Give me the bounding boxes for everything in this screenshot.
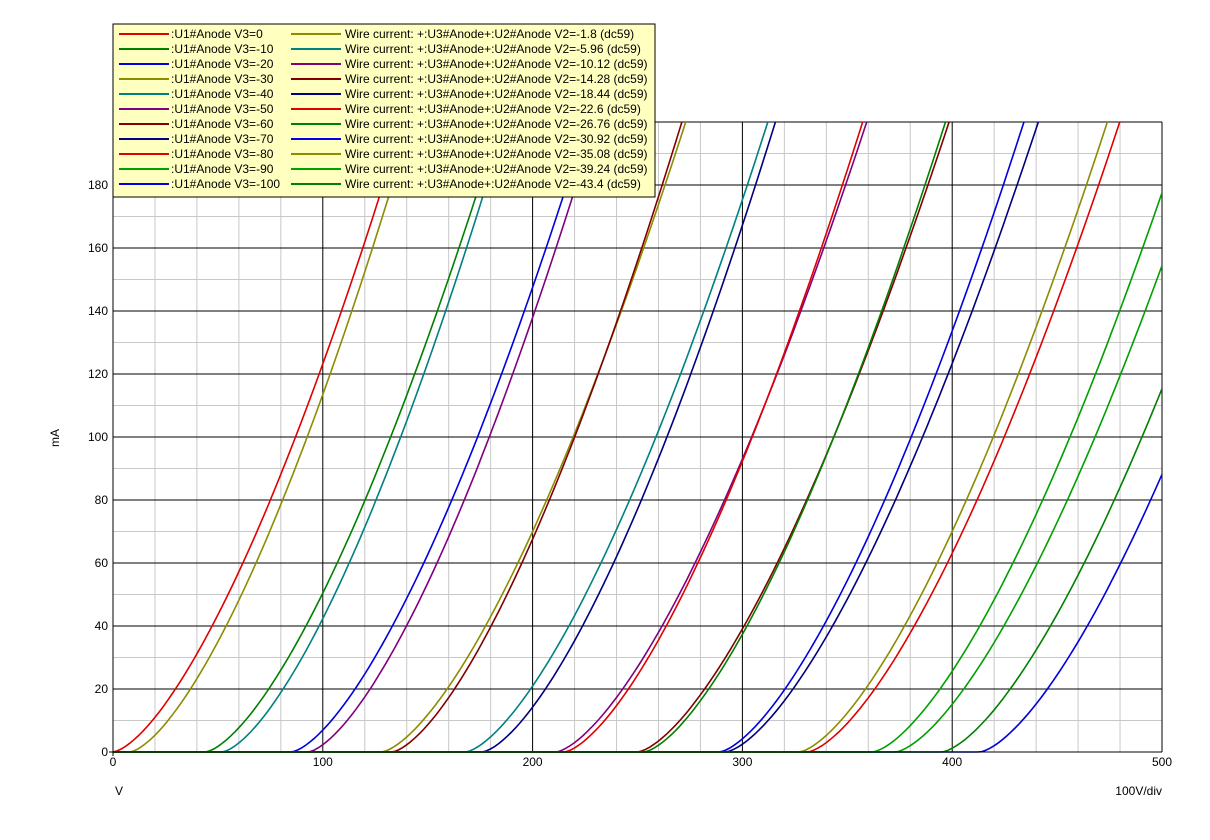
x-tick-label: 400 — [942, 755, 962, 769]
legend-entry: Wire current: +:U3#Anode+:U2#Anode V2=-1… — [345, 72, 648, 86]
y-tick-label: 0 — [101, 745, 108, 759]
legend-entry: :U1#Anode V3=-40 — [171, 87, 274, 101]
legend-entry: Wire current: +:U3#Anode+:U2#Anode V2=-3… — [345, 147, 648, 161]
x-tick-label: 200 — [523, 755, 543, 769]
legend-entry: :U1#Anode V3=-100 — [171, 177, 280, 191]
series-curve — [113, 122, 413, 753]
legend-entry: :U1#Anode V3=-10 — [171, 42, 274, 56]
y-tick-label: 20 — [95, 682, 109, 696]
legend-entry: :U1#Anode V3=-90 — [171, 162, 274, 176]
y-tick-label: 100 — [88, 430, 108, 444]
y-tick-label: 160 — [88, 241, 108, 255]
legend-entry: Wire current: +:U3#Anode+:U2#Anode V2=-5… — [345, 42, 641, 56]
y-axis-label: mA — [48, 429, 62, 447]
plot-axes — [109, 122, 1162, 756]
legend-entry: Wire current: +:U3#Anode+:U2#Anode V2=-1… — [345, 57, 648, 71]
legend-entry: :U1#Anode V3=-60 — [171, 117, 274, 131]
x-tick-label: 500 — [1152, 755, 1172, 769]
legend-entry: :U1#Anode V3=-50 — [171, 102, 274, 116]
x-tick-labels: 0 100 200 300 400 500 — [110, 755, 1173, 769]
legend-entry: Wire current: +:U3#Anode+:U2#Anode V2=-1… — [345, 27, 634, 41]
legend-entry: :U1#Anode V3=0 — [171, 27, 263, 41]
legend-entry: :U1#Anode V3=-30 — [171, 72, 274, 86]
legend-entry: :U1#Anode V3=-70 — [171, 132, 274, 146]
x-tick-label: 300 — [732, 755, 752, 769]
y-tick-label: 40 — [95, 619, 109, 633]
legend-entry: Wire current: +:U3#Anode+:U2#Anode V2=-1… — [345, 87, 648, 101]
series-curve — [113, 122, 404, 753]
legend-entry: Wire current: +:U3#Anode+:U2#Anode V2=-2… — [345, 117, 648, 131]
legend-entry: Wire current: +:U3#Anode+:U2#Anode V2=-4… — [345, 177, 641, 191]
x-axis-label: V — [115, 784, 123, 798]
chart-legend: :U1#Anode V3=0:U1#Anode V3=-10:U1#Anode … — [112, 23, 656, 198]
legend-entry: :U1#Anode V3=-80 — [171, 147, 274, 161]
series-curve — [113, 474, 1162, 753]
legend-entry: Wire current: +:U3#Anode+:U2#Anode V2=-3… — [345, 162, 648, 176]
y-tick-label: 80 — [95, 493, 109, 507]
y-tick-label: 60 — [95, 556, 109, 570]
y-tick-label: 180 — [88, 178, 108, 192]
y-tick-label: 120 — [88, 367, 108, 381]
scale-label: 100V/div — [1115, 784, 1162, 798]
x-tick-label: 100 — [313, 755, 333, 769]
legend-box — [112, 23, 656, 198]
legend-entry: Wire current: +:U3#Anode+:U2#Anode V2=-3… — [345, 132, 648, 146]
y-tick-labels: 0 20 40 60 80 100 120 140 160 180 — [88, 178, 108, 759]
x-tick-label: 0 — [110, 755, 117, 769]
y-tick-label: 140 — [88, 304, 108, 318]
series-curve — [113, 388, 1162, 753]
legend-entry: Wire current: +:U3#Anode+:U2#Anode V2=-2… — [345, 102, 641, 116]
legend-entry: :U1#Anode V3=-20 — [171, 57, 274, 71]
